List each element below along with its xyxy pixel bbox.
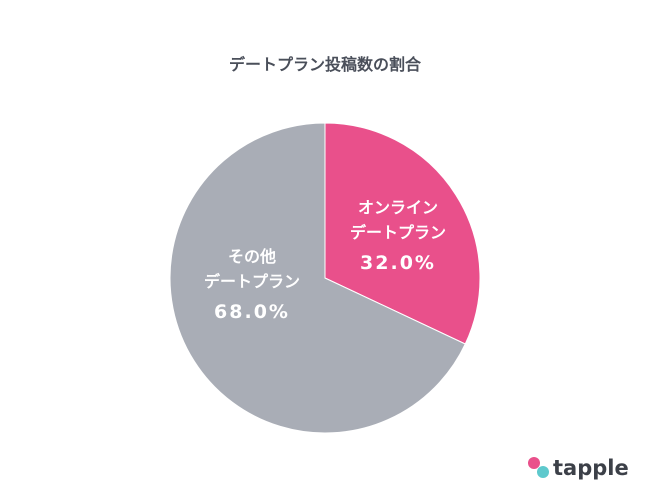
brand-logo: tapple [528, 456, 629, 480]
slice-label: オンラインデートプラン [350, 198, 446, 242]
logo-dot [537, 466, 549, 478]
slice-label: その他デートプラン [204, 247, 300, 291]
logo-dot [528, 457, 540, 469]
value-label: 68.0% [214, 301, 290, 323]
brand-name: tapple [553, 456, 629, 480]
pie-slice [169, 122, 466, 434]
value-label: 32.0% [360, 252, 436, 274]
chart-title: デートプラン投稿数の割合 [229, 55, 422, 74]
pie-slice [324, 122, 481, 345]
